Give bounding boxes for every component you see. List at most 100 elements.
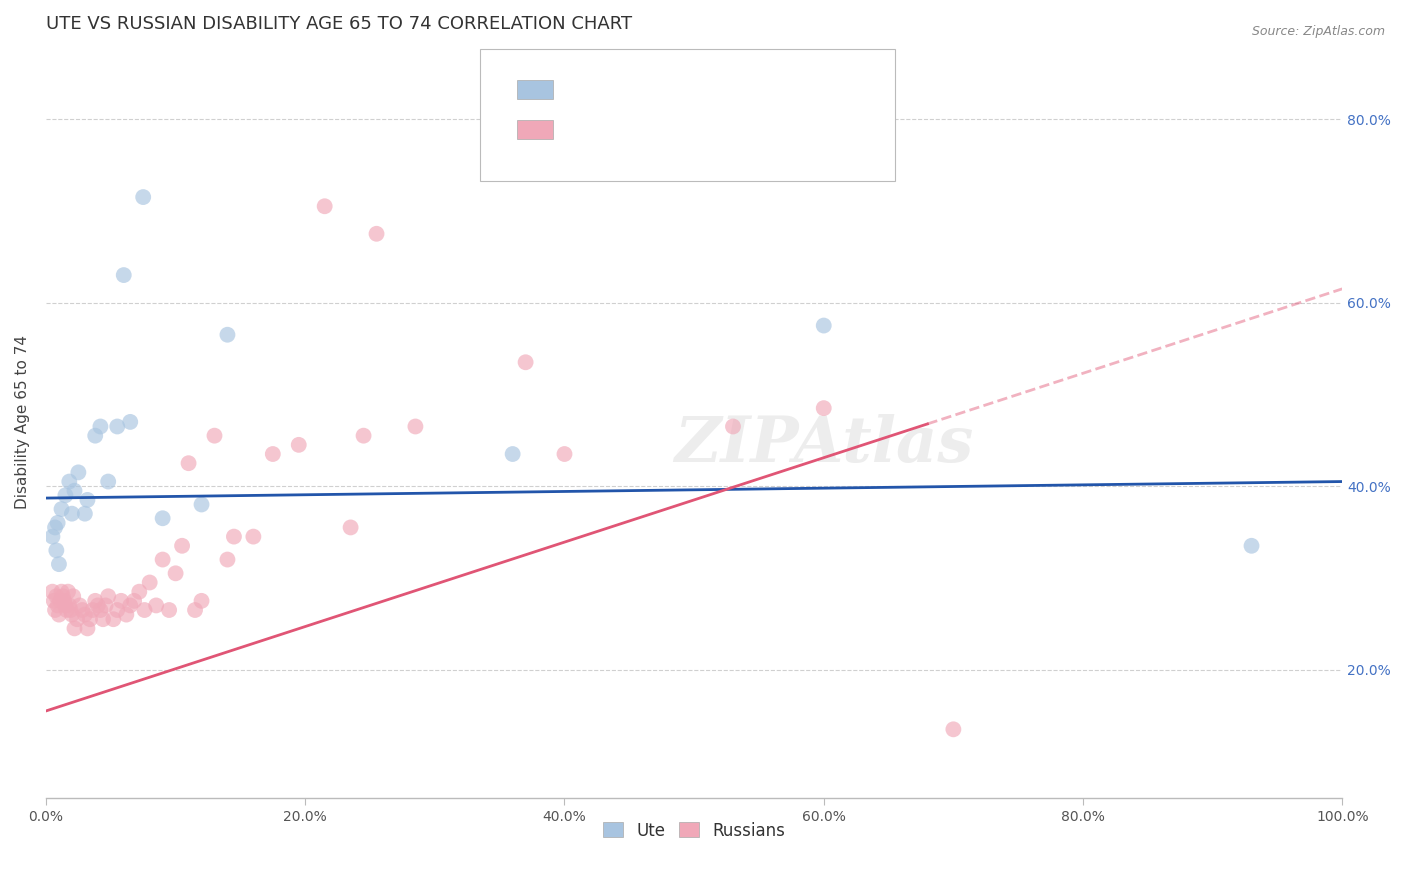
Point (76, 621, 98, 635)
FancyBboxPatch shape (516, 120, 553, 139)
Point (165, 566, 187, 581)
Point (242, 530, 264, 544)
Legend: Ute, Russians: Ute, Russians (596, 815, 792, 847)
Point (46, 599, 69, 613)
Point (112, 268, 135, 282)
Point (553, 447, 575, 461)
Point (94, 599, 117, 613)
Point (184, 603, 207, 617)
Point (44, 603, 66, 617)
Point (721, 419, 744, 434)
Text: R =  0.451   N = 64: R = 0.451 N = 64 (568, 120, 731, 137)
Point (52, 589, 75, 603)
Point (97, 475, 120, 489)
Point (262, 447, 284, 461)
Point (45, 543, 67, 558)
Point (44, 520, 66, 534)
Point (120, 415, 142, 429)
Point (55, 599, 77, 613)
Point (353, 428, 375, 442)
Point (45, 589, 67, 603)
Point (73, 507, 96, 521)
Point (84, 428, 107, 442)
Point (69, 599, 91, 613)
FancyBboxPatch shape (481, 49, 896, 181)
Point (190, 594, 212, 608)
Point (103, 612, 125, 626)
Point (115, 607, 138, 622)
Point (66, 612, 89, 626)
Point (63, 483, 86, 498)
Point (287, 438, 309, 452)
Point (366, 227, 388, 241)
Point (128, 584, 150, 599)
Point (190, 498, 212, 512)
Point (82, 603, 104, 617)
Point (1240, 539, 1263, 553)
Point (110, 594, 132, 608)
Point (41, 530, 63, 544)
Point (84, 594, 107, 608)
Point (60, 607, 83, 622)
Point (55, 603, 77, 617)
Point (502, 447, 524, 461)
Point (138, 575, 160, 590)
Point (97, 589, 120, 603)
Point (404, 419, 426, 434)
Point (105, 419, 128, 434)
Point (120, 599, 142, 613)
Point (813, 401, 835, 416)
Point (55, 488, 77, 502)
Point (217, 327, 239, 342)
Point (49, 594, 72, 608)
Point (67, 466, 90, 480)
Point (515, 355, 537, 369)
FancyBboxPatch shape (516, 80, 553, 99)
Y-axis label: Disability Age 65 to 74: Disability Age 65 to 74 (15, 334, 30, 509)
Point (48, 557, 70, 571)
Point (60, 507, 83, 521)
Point (942, 723, 965, 737)
Point (314, 199, 336, 213)
Point (172, 539, 194, 553)
Point (58, 599, 80, 613)
Point (132, 190, 155, 204)
Point (79, 612, 101, 626)
Point (62, 589, 84, 603)
Point (53, 594, 76, 608)
Point (122, 594, 145, 608)
Point (59, 603, 82, 617)
Point (222, 530, 245, 544)
Point (217, 552, 239, 566)
Point (204, 428, 226, 442)
Point (339, 520, 361, 534)
Point (177, 456, 200, 470)
Point (152, 552, 174, 566)
Point (72, 603, 94, 617)
Point (91, 612, 114, 626)
Text: ZIPAtlas: ZIPAtlas (673, 414, 973, 475)
Point (157, 603, 180, 617)
Point (76, 492, 98, 507)
Text: R = 0.053   N = 26: R = 0.053 N = 26 (568, 79, 725, 97)
Point (152, 511, 174, 525)
Point (51, 584, 73, 599)
Point (145, 599, 167, 613)
Point (89, 603, 111, 617)
Point (42, 594, 65, 608)
Point (134, 603, 156, 617)
Text: Source: ZipAtlas.com: Source: ZipAtlas.com (1251, 25, 1385, 38)
Point (87, 599, 110, 613)
Point (73, 607, 96, 622)
Point (46, 516, 69, 530)
Point (105, 603, 128, 617)
Point (58, 475, 80, 489)
Text: UTE VS RUSSIAN DISABILITY AGE 65 TO 74 CORRELATION CHART: UTE VS RUSSIAN DISABILITY AGE 65 TO 74 C… (46, 15, 633, 33)
Point (56, 584, 79, 599)
Point (89, 419, 111, 434)
Point (813, 318, 835, 333)
Point (41, 584, 63, 599)
Point (48, 607, 70, 622)
Point (51, 502, 73, 516)
Point (63, 621, 86, 635)
